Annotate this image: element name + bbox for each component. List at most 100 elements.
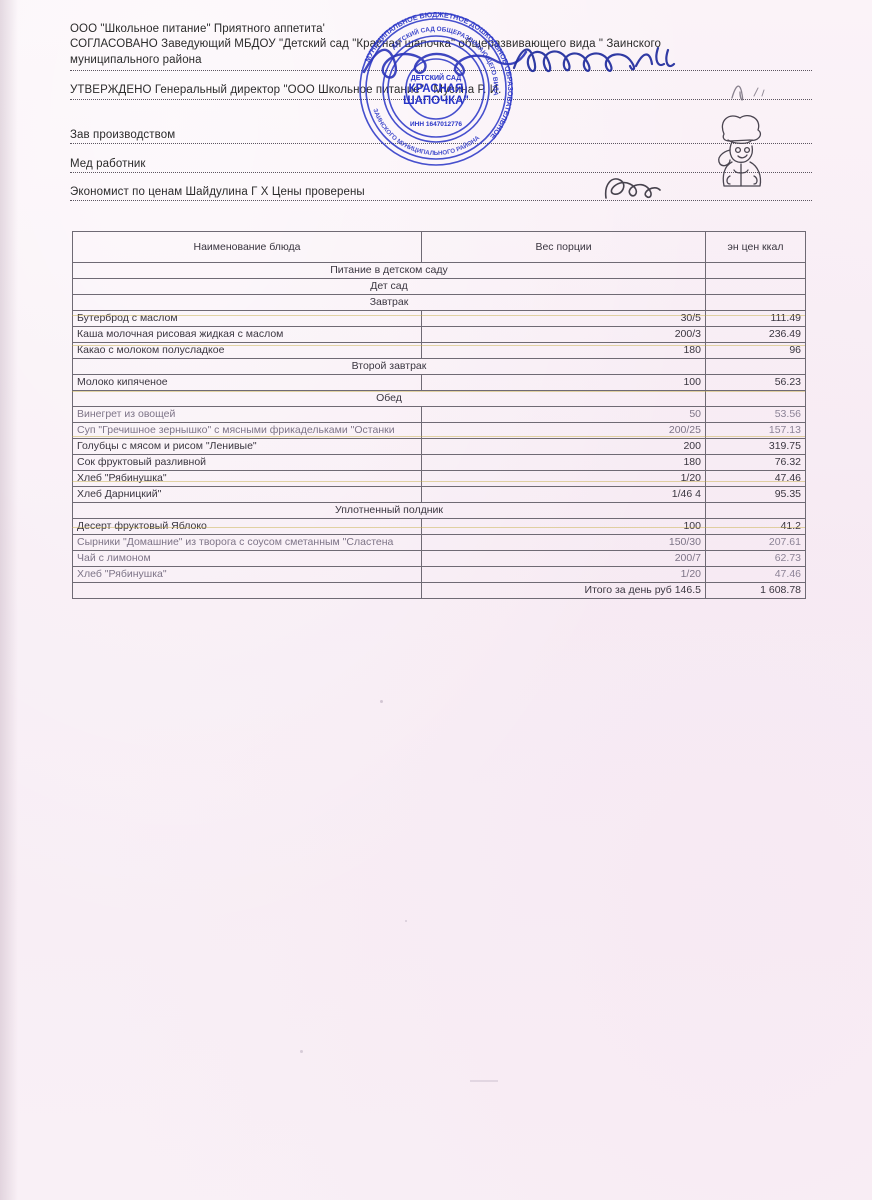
portion-weight: 200/3 bbox=[421, 326, 706, 343]
scan-speck bbox=[380, 700, 383, 703]
energy-kcal: 47.46 bbox=[705, 470, 806, 487]
total-kcal: 1 608.78 bbox=[705, 582, 806, 599]
org-line: ООО "Школьное питание" Приятного аппетит… bbox=[70, 23, 325, 35]
production-head-label: Зав производством bbox=[70, 129, 176, 141]
portion-weight: 150/30 bbox=[421, 534, 706, 551]
column-header-portion-weight: Вес порции bbox=[421, 231, 706, 263]
portion-weight: 1/20 bbox=[421, 566, 706, 583]
medical-worker-label: Мед работник bbox=[70, 158, 146, 170]
document-header: ООО "Школьное питание" Приятного аппетит… bbox=[70, 22, 815, 68]
table-row: Сырники "Домашние" из творога с соусом с… bbox=[72, 534, 806, 551]
dish-name: Хлеб "Рябинушка" bbox=[72, 566, 422, 583]
dish-name: Каша молочная рисовая жидкая с маслом bbox=[72, 326, 422, 343]
table-row: Голубцы с мясом и рисом "Ленивые" 200 319.… bbox=[72, 438, 806, 455]
table-section-row: Уплотненный полдник bbox=[72, 502, 806, 519]
table-section-row: Второй завтрак bbox=[72, 358, 806, 375]
energy-kcal: 47.46 bbox=[705, 566, 806, 583]
energy-kcal: 96 bbox=[705, 342, 806, 359]
dotted-rule-confirmed bbox=[70, 99, 812, 100]
stamp-center-line1: ДЕТСКИЙ САД bbox=[411, 73, 461, 82]
table-row: Винегрет из овощей 50 53.56 bbox=[72, 406, 806, 423]
portion-weight: 100 bbox=[421, 374, 706, 391]
chef-drawing bbox=[694, 110, 790, 190]
energy-kcal: 95.35 bbox=[705, 486, 806, 503]
energy-kcal: 41.2 bbox=[705, 518, 806, 535]
table-row: Чай с лимоном 200/7 62.73 bbox=[72, 550, 806, 567]
section-empty-cell bbox=[705, 262, 806, 279]
table-row: Хлеб "Рябинушка" 1/20 47.46 bbox=[72, 470, 806, 487]
portion-weight: 200/25 bbox=[421, 422, 706, 439]
table-row: Бутерброд с маслом 30/5 111.49 bbox=[72, 310, 806, 327]
table-total-row: Итого за день руб 146.5 1 608.78 bbox=[72, 582, 806, 599]
dish-name: Бутерброд с маслом bbox=[72, 310, 422, 327]
section-empty-cell bbox=[705, 502, 806, 519]
total-empty-cell bbox=[72, 582, 422, 599]
dish-name: Винегрет из овощей bbox=[72, 406, 422, 423]
svg-text:ЗАИНСКОГО МУНИЦИПАЛЬНОГО РАЙОН: ЗАИНСКОГО МУНИЦИПАЛЬНОГО РАЙОНА bbox=[371, 108, 481, 157]
total-label: Итого за день руб 146.5 bbox=[421, 582, 706, 599]
table-row: Хлеб "Рябинушка" 1/20 47.46 bbox=[72, 566, 806, 583]
table-row: Какао с молоком полусладкое 180 96 bbox=[72, 342, 806, 359]
energy-kcal: 319.75 bbox=[705, 438, 806, 455]
dish-name: Суп "Гречишное зернышко" с мясными фрика… bbox=[72, 422, 422, 439]
portion-weight: 1/46 4 bbox=[421, 486, 706, 503]
energy-kcal: 76.32 bbox=[705, 454, 806, 471]
approval-line-1: СОГЛАСОВАНО Заведующий МБДОУ "Детский са… bbox=[70, 38, 662, 50]
energy-kcal: 157.13 bbox=[705, 422, 806, 439]
table-section-row: Завтрак bbox=[72, 294, 806, 311]
energy-kcal: 236.49 bbox=[705, 326, 806, 343]
dotted-rule-economist bbox=[70, 200, 812, 201]
dotted-rule-medical-worker bbox=[70, 172, 812, 173]
table-section-row: Дет сад bbox=[72, 278, 806, 295]
dish-name: Какао с молоком полусладкое bbox=[72, 342, 422, 359]
energy-kcal: 111.49 bbox=[705, 310, 806, 327]
menu-table-container: Наименование блюда Вес порции эн цен кка… bbox=[72, 231, 806, 599]
dish-name: Молоко кипяченое bbox=[72, 374, 422, 391]
portion-weight: 180 bbox=[421, 454, 706, 471]
dish-name: Хлеб Дарницкий" bbox=[72, 486, 422, 503]
confirmed-row: УТВЕРЖДЕНО Генеральный директор "ООО Шко… bbox=[70, 83, 815, 98]
column-header-energy-kcal: эн цен ккал bbox=[705, 231, 806, 263]
menu-table: Наименование блюда Вес порции эн цен кка… bbox=[72, 231, 806, 599]
table-row: Сок фруктовый разливной 180 76.32 bbox=[72, 454, 806, 471]
economist-label: Экономист по ценам Шайдулина Г Х Цены пр… bbox=[70, 186, 365, 198]
scan-speck bbox=[470, 1080, 498, 1082]
scan-speck bbox=[300, 1050, 303, 1053]
scan-speck bbox=[405, 920, 407, 922]
confirmed-name: Мусина Р. И. bbox=[433, 84, 502, 96]
dish-name: Сок фруктовый разливной bbox=[72, 454, 422, 471]
section-label: Второй завтрак bbox=[72, 358, 706, 375]
section-label: Питание в детском саду bbox=[72, 262, 706, 279]
column-header-dish-name: Наименование блюда bbox=[72, 231, 422, 263]
scan-edge-shadow bbox=[0, 0, 18, 1200]
portion-weight: 1/20 bbox=[421, 470, 706, 487]
approval-line-2: муниципального района bbox=[70, 54, 202, 66]
stamp-inn: ИНН 1647012776 bbox=[410, 121, 462, 128]
portion-weight: 180 bbox=[421, 342, 706, 359]
dish-name: Сырники "Домашние" из творога с соусом с… bbox=[72, 534, 422, 551]
dotted-rule-approval bbox=[70, 70, 812, 71]
energy-kcal: 207.61 bbox=[705, 534, 806, 551]
dish-name: Голубцы с мясом и рисом "Ленивые" bbox=[72, 438, 422, 455]
section-label: Завтрак bbox=[72, 294, 706, 311]
section-empty-cell bbox=[705, 294, 806, 311]
portion-weight: 100 bbox=[421, 518, 706, 535]
table-section-row: Питание в детском саду bbox=[72, 262, 806, 279]
dotted-rule-production-head bbox=[70, 143, 812, 144]
portion-weight: 200/7 bbox=[421, 550, 706, 567]
section-label: Уплотненный полдник bbox=[72, 502, 706, 519]
confirmed-label: УТВЕРЖДЕНО Генеральный директор "ООО Шко… bbox=[70, 84, 425, 96]
section-empty-cell bbox=[705, 390, 806, 407]
section-label: Обед bbox=[72, 390, 706, 407]
section-empty-cell bbox=[705, 278, 806, 295]
section-label: Дет сад bbox=[72, 278, 706, 295]
section-empty-cell bbox=[705, 358, 806, 375]
dish-name: Хлеб "Рябинушка" bbox=[72, 470, 422, 487]
portion-weight: 30/5 bbox=[421, 310, 706, 327]
table-row: Хлеб Дарницкий" 1/46 4 95.35 bbox=[72, 486, 806, 503]
table-section-row: Обед bbox=[72, 390, 806, 407]
energy-kcal: 56.23 bbox=[705, 374, 806, 391]
table-row: Молоко кипяченое 100 56.23 bbox=[72, 374, 806, 391]
